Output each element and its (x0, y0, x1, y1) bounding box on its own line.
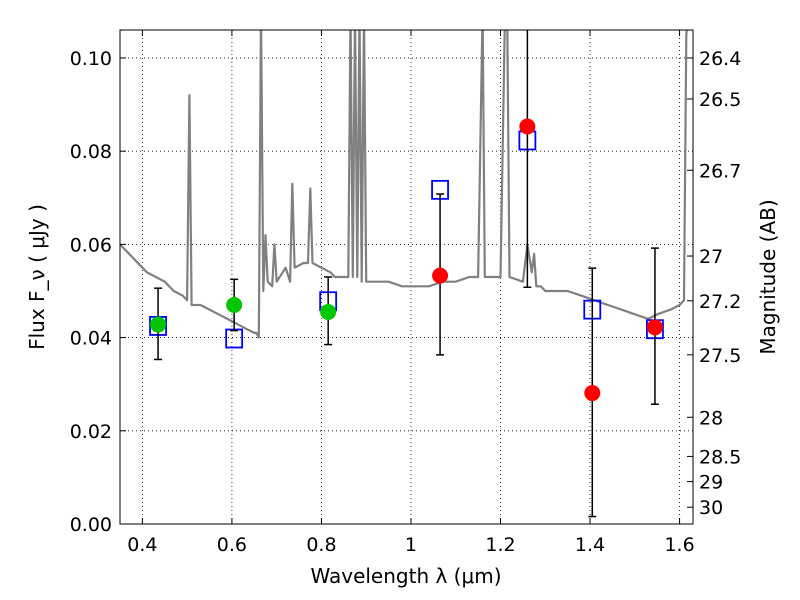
y2-tick-label: 27.5 (699, 345, 741, 367)
y2-tick-label: 26.7 (699, 160, 741, 182)
y-axis-title: Flux F_ν ( μJy ) (25, 204, 49, 350)
photometry-point (226, 296, 243, 313)
y-tick-label: 0.00 (70, 514, 112, 536)
y-tick-label: 0.06 (70, 234, 112, 256)
photometry-point (432, 267, 449, 284)
y2-tick-label: 28.5 (699, 446, 741, 468)
plot-frame (119, 29, 694, 525)
photometry-point (519, 118, 536, 135)
x-tick-label: 0.6 (217, 534, 247, 556)
y-tick-label: 0.04 (70, 328, 112, 350)
y2-tick-label: 28 (699, 407, 723, 429)
spectrum-line (120, 30, 688, 339)
y2-tick-label: 26.5 (699, 89, 741, 111)
y2-tick-label: 29 (699, 472, 723, 494)
y2-tick-label: 27.2 (699, 291, 741, 313)
x-tick-label: 0.4 (127, 534, 157, 556)
y2-tick-label: 30 (699, 497, 723, 519)
plot-background (120, 30, 693, 524)
x-tick-label: 1 (405, 534, 417, 556)
y2-tick-label: 27 (699, 246, 723, 268)
photometry-point (320, 303, 337, 320)
y-tick-label: 0.08 (70, 141, 112, 163)
photometry-point (150, 316, 167, 333)
y2-axis-title: Magnitude (AB) (756, 199, 780, 354)
ticks: 0.4 0.6 0.8 1 1.2 1.4 1.6 0.00 0.02 0.04 0.06 0.08 0… (70, 30, 741, 556)
photometry-point (646, 319, 663, 336)
data-marks (120, 30, 688, 518)
y-tick-label: 0.10 (70, 48, 112, 70)
y2-tick-label: 26.4 (699, 48, 741, 70)
photometry-point (584, 385, 601, 402)
y-tick-label: 0.02 (70, 421, 112, 443)
x-tick-label: 1.6 (664, 534, 694, 556)
x-tick-label: 0.8 (306, 534, 336, 556)
x-axis-title: Wavelength λ (μm) (310, 564, 501, 588)
x-tick-label: 1.2 (485, 534, 515, 556)
x-tick-label: 1.4 (575, 534, 605, 556)
